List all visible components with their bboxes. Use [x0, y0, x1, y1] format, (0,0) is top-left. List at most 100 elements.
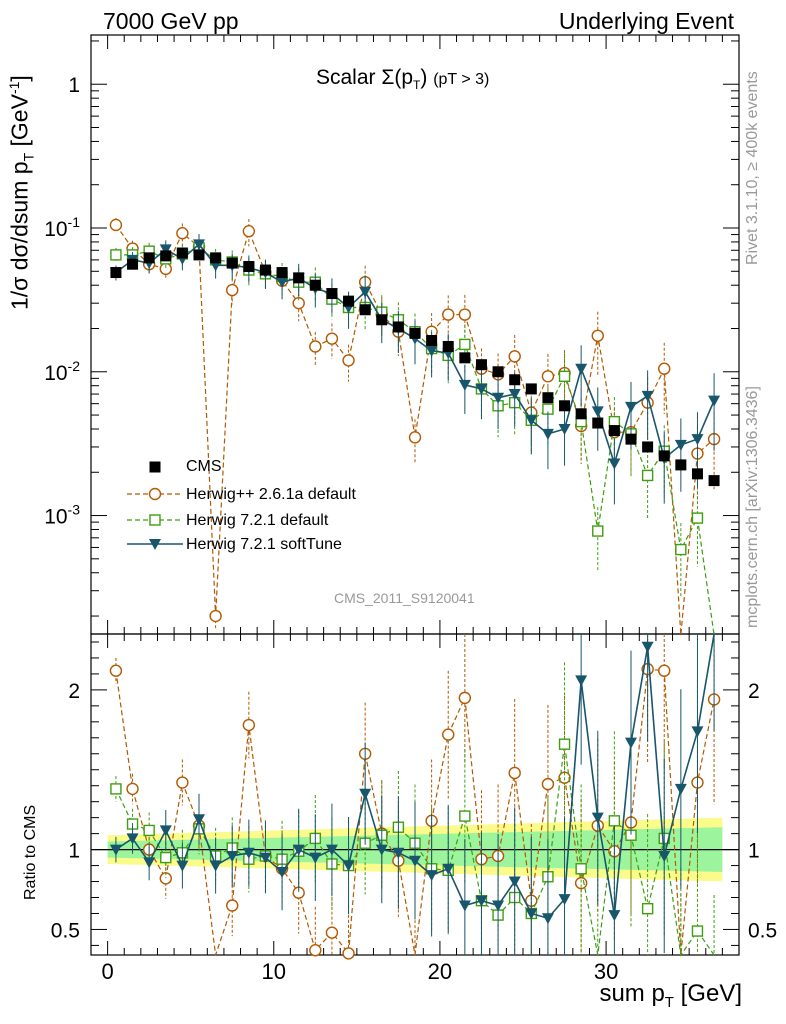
ratio-point — [292, 844, 305, 856]
data-point — [359, 286, 372, 298]
ratio-tick-label: 1 — [68, 840, 80, 863]
y-tick-label-base: 10 — [44, 506, 67, 529]
data-point — [508, 389, 521, 401]
data-point — [575, 408, 587, 420]
data-point — [642, 441, 654, 453]
data-point — [426, 335, 438, 347]
series-1 — [109, 217, 721, 636]
data-point — [193, 249, 205, 261]
y-tick-label: 10-1 — [44, 214, 80, 241]
data-point — [541, 428, 554, 440]
y-tick-label-exp: -1 — [68, 214, 81, 230]
ratio-point — [608, 910, 621, 922]
x-tick-label: 30 — [594, 959, 618, 984]
ratio-tick-label-right: 2 — [748, 680, 760, 703]
data-point — [292, 296, 305, 310]
y-tick-label-base: 10 — [44, 362, 67, 385]
x-tick-label: 20 — [428, 959, 452, 984]
data-point — [210, 252, 222, 264]
data-point — [675, 543, 687, 556]
ratio-point — [541, 913, 554, 925]
ratio-point — [325, 844, 338, 856]
ratio-axis-label: Ratio to CMS — [22, 804, 39, 900]
data-point — [525, 383, 537, 395]
data-point — [475, 383, 488, 395]
y-axis-label-exp: -1 — [6, 81, 22, 95]
ratio-point — [110, 783, 122, 795]
data-point — [691, 512, 704, 524]
x-axis-label-unit: [GeV] — [680, 980, 742, 1007]
ratio-point — [591, 812, 604, 824]
data-point — [641, 469, 654, 482]
ratio-point — [442, 728, 455, 741]
data-point — [592, 525, 604, 537]
y-tick-label: 10-3 — [44, 502, 80, 529]
data-point — [425, 345, 438, 357]
data-point — [492, 392, 505, 404]
ratio-point — [226, 850, 239, 862]
ratio-point — [176, 776, 189, 789]
ratio-point — [109, 664, 123, 677]
data-point — [674, 439, 687, 451]
data-point — [409, 327, 421, 339]
plot-title-main: Scalar Σ(p — [316, 66, 414, 89]
ratio-point — [259, 852, 272, 864]
data-point — [110, 249, 122, 261]
ratio-point — [176, 860, 189, 872]
ratio-point — [658, 664, 671, 677]
ratio-point — [109, 844, 122, 856]
ratio-point — [458, 691, 472, 705]
data-point — [143, 252, 155, 264]
data-point — [459, 352, 471, 364]
ratio-point — [193, 814, 205, 826]
data-point — [109, 218, 123, 232]
x-axis-label: sum pT [GeV] — [599, 980, 742, 1011]
ratio-point — [325, 926, 339, 939]
ratio-point — [409, 855, 421, 867]
data-point — [376, 314, 388, 326]
data-point — [475, 359, 487, 371]
ratio-point — [492, 900, 505, 912]
ratio-point — [425, 870, 438, 882]
y-tick-label-exp: -2 — [68, 358, 81, 374]
ratio-point — [475, 895, 488, 907]
data-point — [625, 433, 637, 445]
data-point — [325, 332, 339, 345]
plot-title-close: ) — [420, 66, 428, 89]
data-point — [442, 340, 454, 352]
ratio-point — [525, 908, 538, 920]
data-series — [109, 217, 721, 960]
data-point — [176, 227, 189, 240]
data-point — [276, 277, 289, 289]
series-0 — [110, 247, 720, 487]
legend-markers — [127, 461, 183, 550]
data-point — [458, 308, 472, 321]
ratio-point — [143, 857, 156, 869]
ratio-point — [541, 777, 555, 791]
y-axis-label-close: ] — [6, 75, 33, 82]
data-point — [492, 366, 504, 378]
data-point — [591, 329, 604, 342]
ratio-point — [342, 860, 355, 872]
ratio-point — [658, 850, 671, 862]
data-point — [608, 458, 621, 470]
y-axis-label: 1/σ dσ/dsum pT [GeV-1] — [6, 75, 36, 310]
data-point — [592, 417, 604, 429]
data-point — [708, 475, 720, 487]
y-tick-label: 1 — [68, 74, 80, 97]
ratio-point — [242, 718, 256, 732]
data-point — [691, 468, 703, 480]
ratio-tick-label: 2 — [68, 680, 80, 703]
data-point — [242, 225, 256, 238]
data-point — [541, 370, 555, 383]
ratio-point — [159, 825, 172, 837]
plot-title-sub: T — [413, 78, 421, 93]
ratio-point — [508, 876, 521, 888]
data-point — [309, 340, 322, 353]
ratio-point — [625, 737, 637, 749]
header-left: 7000 GeV pp — [103, 8, 239, 34]
data-point — [160, 250, 172, 262]
data-point — [459, 338, 471, 351]
data-point — [658, 450, 670, 462]
